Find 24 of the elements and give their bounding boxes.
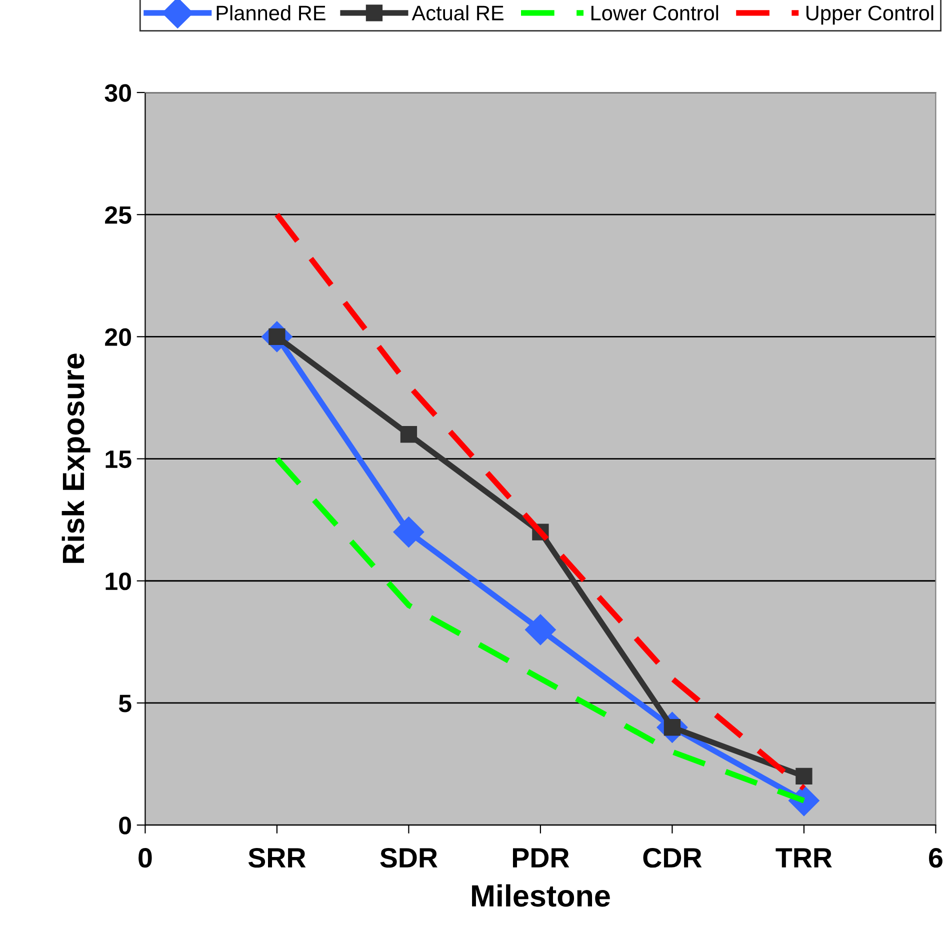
x-tick-label: 0 [138,848,152,868]
legend-label: Lower Control [591,5,718,20]
x-tick-label: 6 [929,848,942,868]
y-axis-title: Risk Exposure [62,354,90,563]
x-tick-label: SRR [248,848,306,868]
legend-label: Planned RE [216,5,326,20]
y-tick-label: 0 [119,816,131,834]
point [400,426,418,443]
point [525,614,556,646]
x-tick-label: CDR [643,848,702,868]
point [393,516,424,548]
y-tick-label: 10 [106,572,131,590]
x-tick-label: TRR [776,848,832,868]
x-axis-title: Milestone [472,884,610,907]
legend-label: Actual RE [412,5,504,20]
y-tick-label: 25 [105,206,132,224]
y-tick-label: 5 [118,694,132,712]
x-tick-label: PDR [512,848,570,868]
y-tick-label: 20 [105,328,131,346]
x-tick-label: SDR [380,848,438,868]
legend-label: Upper Control [806,5,934,25]
y-tick-label: 30 [104,84,131,102]
y-tick-label: 15 [106,450,132,468]
point [796,768,812,785]
